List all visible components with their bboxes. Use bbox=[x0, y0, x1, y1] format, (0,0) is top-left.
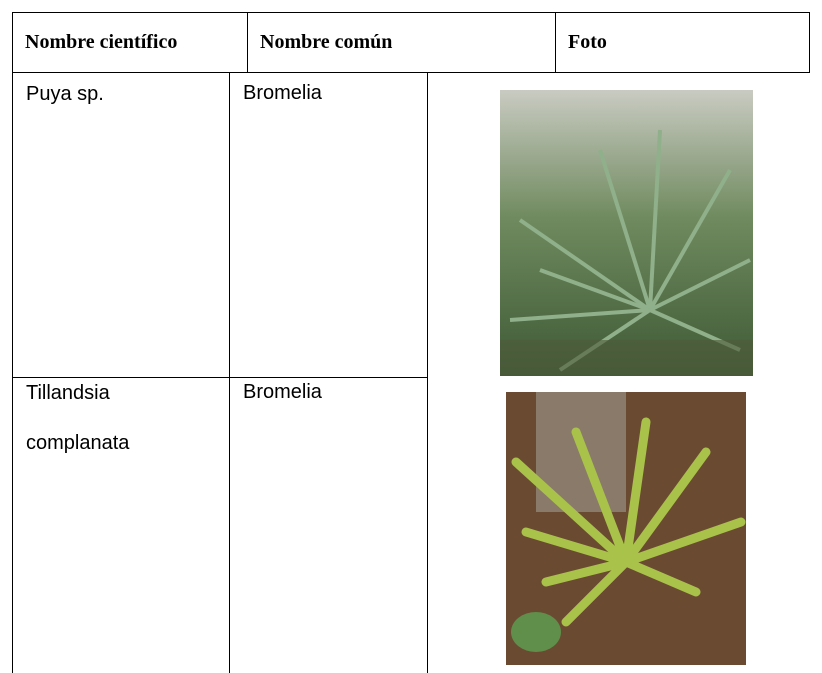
text-line: Tillandsia bbox=[26, 382, 110, 404]
scientific-name: Puya sp. bbox=[26, 82, 104, 132]
border bbox=[247, 12, 248, 73]
border bbox=[809, 12, 810, 73]
text-line: Puya sp. bbox=[26, 83, 104, 105]
border bbox=[12, 377, 428, 378]
border bbox=[12, 12, 810, 13]
border bbox=[427, 72, 428, 673]
header-cell: Nombre común bbox=[260, 31, 393, 53]
common-name: Bromelia bbox=[243, 82, 322, 104]
header-cell: Foto bbox=[568, 31, 607, 53]
photo bbox=[500, 90, 753, 376]
scientific-name: Tillandsia complanata bbox=[26, 381, 129, 481]
text-line: complanata bbox=[26, 432, 130, 454]
border bbox=[555, 12, 556, 73]
header-cell: Nombre científico bbox=[25, 31, 178, 53]
border bbox=[12, 72, 810, 73]
border bbox=[12, 12, 13, 673]
border bbox=[229, 72, 230, 673]
common-name: Bromelia bbox=[243, 381, 322, 403]
photo bbox=[506, 392, 746, 665]
